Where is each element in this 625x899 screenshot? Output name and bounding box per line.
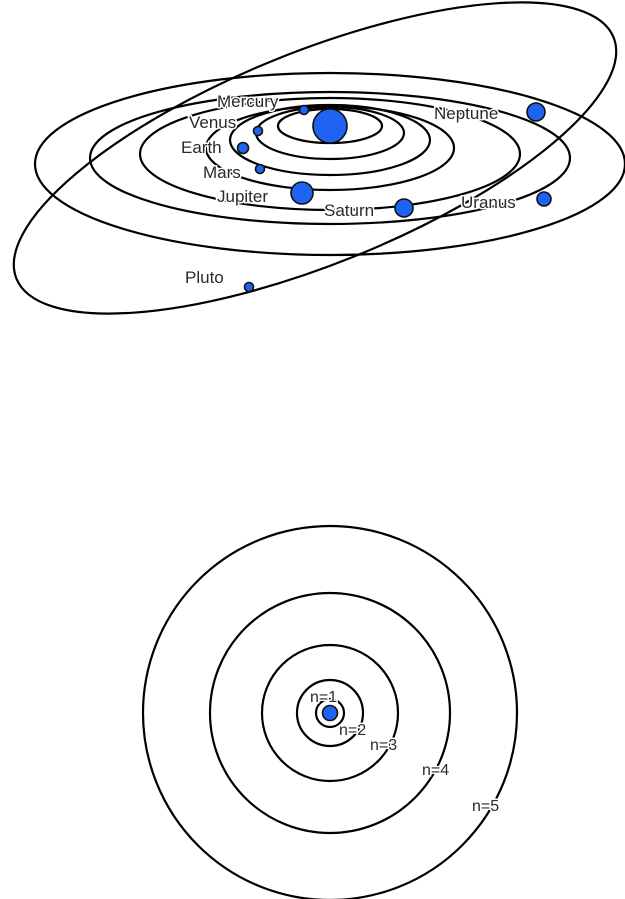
label-n5: n=5 xyxy=(472,798,499,815)
planet-mercury xyxy=(298,104,310,116)
orbit-saturn xyxy=(88,90,572,226)
shell-n4 xyxy=(208,591,452,835)
shell-n1 xyxy=(314,697,346,729)
label-jupiter: Jupiter xyxy=(217,187,268,206)
orbit-mars xyxy=(204,104,456,192)
label-earth: Earth xyxy=(181,138,222,157)
planet-saturn xyxy=(394,198,414,218)
label-pluto: Pluto xyxy=(185,268,224,287)
label-n3: n=3 xyxy=(370,737,397,754)
planet-mars xyxy=(254,163,266,175)
planet-venus xyxy=(252,125,264,137)
label-n2: n=2 xyxy=(339,722,366,739)
shell-n5 xyxy=(141,524,519,899)
label-venus: Venus xyxy=(189,113,236,132)
label-uranus: Uranus xyxy=(461,193,516,212)
label-neptune: Neptune xyxy=(434,104,498,123)
label-mercury: Mercury xyxy=(217,92,279,111)
planet-pluto xyxy=(243,281,255,293)
planet-earth xyxy=(236,141,250,155)
atom-diagram: n=1 n=2 n=3 n=4 n=5 xyxy=(141,524,519,899)
planet-uranus xyxy=(536,191,552,207)
solar-system-diagram: Mercury Venus Earth Mars Jupiter Saturn … xyxy=(12,1,625,315)
orbit-uranus xyxy=(33,71,625,257)
planet-neptune xyxy=(526,102,546,122)
label-n1: n=1 xyxy=(310,689,337,706)
orbit-pluto xyxy=(12,1,618,315)
planet-jupiter xyxy=(290,181,314,205)
label-mars: Mars xyxy=(203,163,241,182)
shell-n3 xyxy=(260,643,400,783)
sun xyxy=(312,108,348,144)
nucleus xyxy=(321,704,339,722)
label-n4: n=4 xyxy=(422,762,449,779)
label-saturn: Saturn xyxy=(324,201,374,220)
shell-n2 xyxy=(295,678,365,748)
orbit-jupiter xyxy=(138,96,522,212)
